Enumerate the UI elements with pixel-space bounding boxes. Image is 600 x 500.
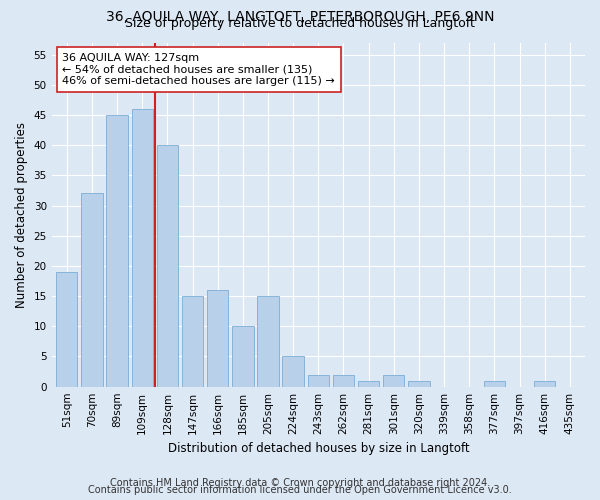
Bar [257, 296, 279, 386]
Bar [56, 272, 77, 386]
Bar [484, 380, 505, 386]
Bar [308, 374, 329, 386]
Bar [106, 115, 128, 386]
Bar [534, 380, 556, 386]
Bar [182, 296, 203, 386]
Bar [81, 194, 103, 386]
Text: Contains public sector information licensed under the Open Government Licence v3: Contains public sector information licen… [88, 485, 512, 495]
Text: 36 AQUILA WAY: 127sqm
← 54% of detached houses are smaller (135)
46% of semi-det: 36 AQUILA WAY: 127sqm ← 54% of detached … [62, 53, 335, 86]
Text: Contains HM Land Registry data © Crown copyright and database right 2024.: Contains HM Land Registry data © Crown c… [110, 478, 490, 488]
Bar [333, 374, 354, 386]
Bar [283, 356, 304, 386]
Text: Size of property relative to detached houses in Langtoft: Size of property relative to detached ho… [125, 18, 475, 30]
Bar [383, 374, 404, 386]
Bar [207, 290, 229, 386]
Bar [358, 380, 379, 386]
Bar [408, 380, 430, 386]
Bar [157, 145, 178, 386]
X-axis label: Distribution of detached houses by size in Langtoft: Distribution of detached houses by size … [167, 442, 469, 455]
Bar [232, 326, 254, 386]
Bar [131, 109, 153, 386]
Text: 36, AQUILA WAY, LANGTOFT, PETERBOROUGH, PE6 9NN: 36, AQUILA WAY, LANGTOFT, PETERBOROUGH, … [106, 10, 494, 24]
Y-axis label: Number of detached properties: Number of detached properties [15, 122, 28, 308]
